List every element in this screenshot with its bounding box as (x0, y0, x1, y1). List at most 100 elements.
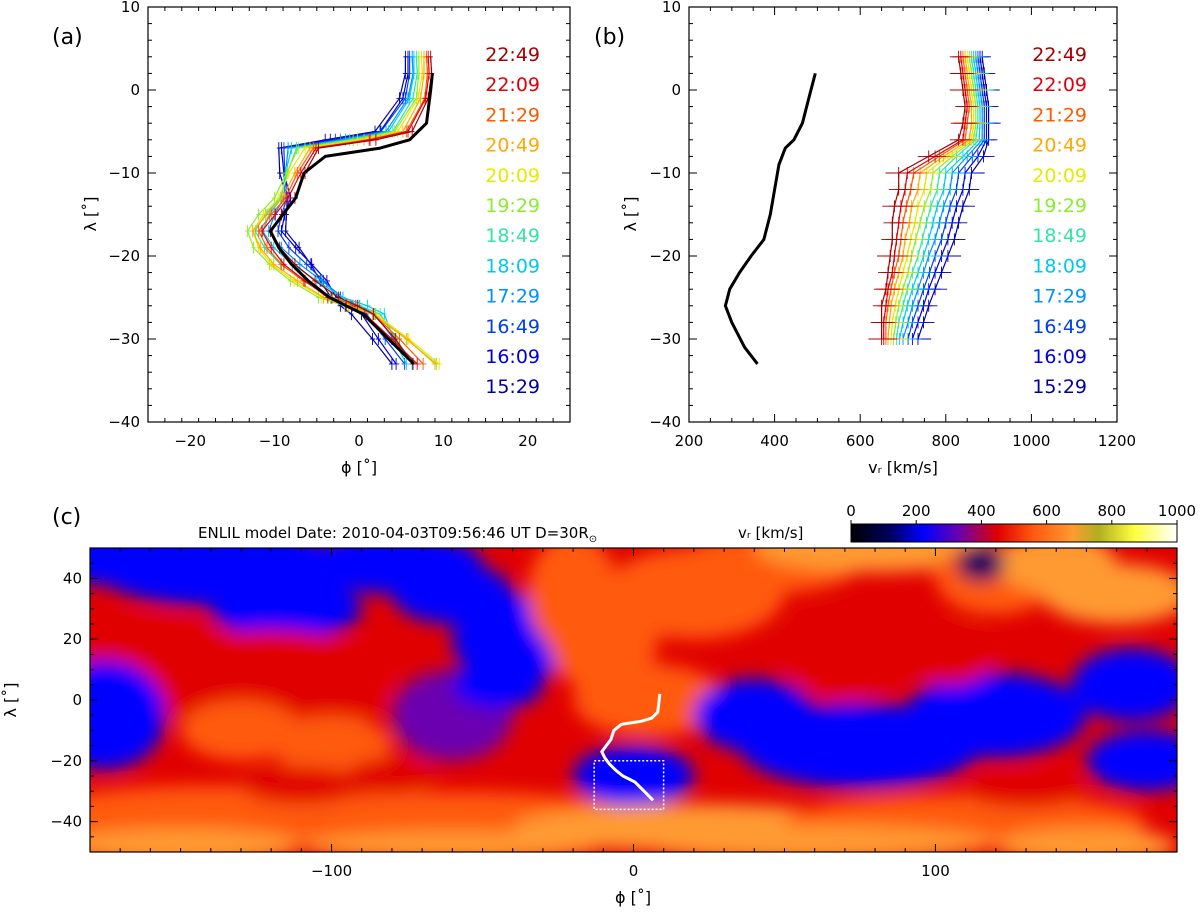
error-bar (881, 233, 904, 246)
error-bar (403, 357, 410, 370)
error-bar (420, 357, 427, 370)
map-region (1041, 563, 1177, 624)
legend-entry: 16:09 (1032, 346, 1087, 368)
colorbar-tick-label: 200 (902, 502, 931, 520)
x-tick-label: 0 (354, 432, 364, 450)
error-bar (364, 299, 371, 312)
error-bar (395, 125, 401, 138)
error-bar (304, 258, 310, 271)
panel-a: (a) −20 −10 0 10 20 −40 −30 −20 −10 0 10 22:49 22:0… (52, 0, 571, 477)
y-tick-label: 0 (671, 81, 681, 99)
error-bar (281, 142, 286, 155)
error-bar (258, 241, 263, 254)
y-axis-label: λ [˚] (621, 196, 640, 231)
legend-entry: 16:49 (1032, 316, 1087, 338)
x-tick-label: 1000 (1012, 432, 1050, 450)
map-title: ENLIL model Date: 2010-04-03T09:56:46 UT… (198, 524, 597, 545)
overlay-box (593, 760, 665, 811)
colorbar-tick-label: 800 (1097, 502, 1126, 520)
series-line-2249 (880, 56, 966, 339)
x-tick-label: 1200 (1098, 432, 1136, 450)
legend-entry: 21:29 (1032, 104, 1087, 126)
error-bar (950, 117, 975, 130)
y-tick-label: 10 (662, 0, 681, 16)
y-tick-label: −30 (108, 330, 140, 348)
y-tick-label: 20 (63, 630, 82, 648)
error-bar (375, 333, 381, 345)
series-line-2129 (257, 56, 429, 365)
y-tick-label: −20 (50, 752, 82, 770)
error-bar (293, 241, 298, 254)
error-bar (868, 333, 895, 345)
series-line-1809 (262, 56, 415, 365)
x-tick-label: 400 (760, 432, 789, 450)
series-line-1729 (268, 56, 414, 365)
error-bar (392, 333, 398, 345)
legend-entry: 18:49 (1032, 225, 1087, 247)
error-bar (870, 316, 893, 329)
legend-entry: 22:49 (485, 44, 540, 66)
error-bar (289, 142, 294, 155)
error-bar (249, 225, 256, 238)
y-tick-label: −40 (649, 413, 681, 431)
error-bar (382, 308, 387, 321)
y-tick-label: −10 (649, 164, 681, 182)
error-bar (271, 258, 277, 271)
error-bar (949, 67, 972, 80)
overlay-track (600, 693, 662, 802)
x-tick-label: 10 (434, 432, 453, 450)
map-title-sun-symbol: ⊙ (589, 534, 597, 545)
legend-entry: 20:49 (1032, 135, 1087, 157)
panel-b-label: (b) (594, 25, 625, 50)
legend-entry: 15:29 (1032, 376, 1087, 398)
series-line-2009 (252, 56, 440, 365)
error-bar (269, 241, 274, 254)
map-region (241, 766, 362, 804)
map-region (452, 660, 543, 710)
error-bar (268, 208, 274, 221)
legend-entry: 22:49 (1032, 44, 1087, 66)
x-axis-label: vᵣ [km/s] (868, 458, 938, 477)
error-bar (431, 357, 439, 370)
y-tick-label: −30 (649, 330, 681, 348)
error-bar (264, 208, 270, 221)
y-tick-label: 0 (130, 81, 140, 99)
y-tick-label: 10 (121, 0, 140, 16)
x-tick-label: 200 (675, 432, 704, 450)
error-bar (349, 308, 354, 321)
x-tick-label: −10 (259, 432, 291, 450)
error-bar (281, 258, 287, 271)
map-region (301, 548, 483, 594)
error-bar (309, 258, 315, 271)
mean-line (268, 73, 434, 365)
panel-c-label: (c) (52, 505, 81, 530)
map-region (905, 624, 996, 685)
error-bar (428, 50, 433, 63)
map-region (573, 663, 725, 737)
error-bar (264, 241, 270, 254)
error-bar (872, 299, 891, 312)
legend-entry: 18:09 (485, 255, 540, 277)
map-region (633, 824, 996, 852)
error-bar (286, 167, 292, 179)
x-tick-label: −20 (174, 432, 206, 450)
map-region (210, 578, 362, 640)
error-bar (302, 142, 308, 155)
map-region (180, 700, 302, 761)
map-title-main: ENLIL model Date: 2010-04-03T09:56:46 UT… (198, 524, 589, 542)
colorbar (850, 523, 1178, 543)
error-bar (955, 100, 975, 113)
legend-entry: 19:29 (485, 195, 540, 217)
error-bar (369, 333, 376, 345)
error-bar (917, 150, 940, 163)
legend-entry: 20:09 (485, 165, 540, 187)
error-bar (949, 50, 968, 63)
map-region (1086, 730, 1177, 792)
error-bar (275, 225, 281, 238)
error-bar (296, 142, 301, 155)
panel-b: (b) 200 400 600 800 1000 1200−40−30−20−10010 … (594, 0, 1136, 477)
series-line-1849 (254, 56, 418, 365)
error-bar (949, 84, 977, 96)
legend-entry: 21:29 (485, 104, 540, 126)
